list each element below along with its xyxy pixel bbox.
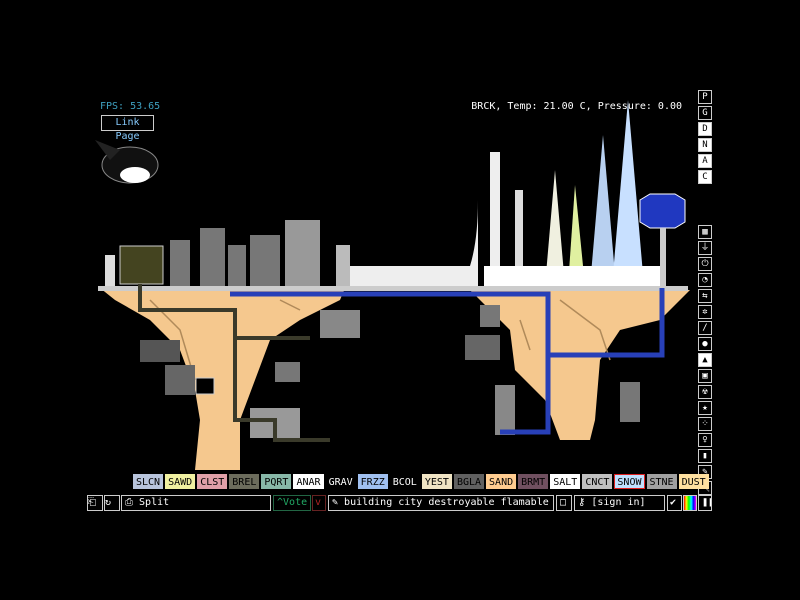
render-mode-c[interactable]: C <box>698 170 712 184</box>
element-sand[interactable]: SAND <box>486 474 517 489</box>
category-powders-button[interactable]: ▲ <box>698 353 712 367</box>
category-tools-button[interactable]: ♀ <box>698 433 712 447</box>
render-mode-p[interactable]: P <box>698 90 712 104</box>
element-grav[interactable]: GRAV <box>325 474 356 489</box>
pipes <box>138 284 665 442</box>
powders-icon: ▲ <box>702 355 708 365</box>
category-electronics-button[interactable]: ⏚ <box>698 241 712 255</box>
element-clst[interactable]: CLST <box>197 474 228 489</box>
reload-button[interactable]: ↻ <box>104 495 120 511</box>
save-name-button[interactable]: ⎙ Split <box>121 495 271 511</box>
category-gases-button[interactable]: ▣ <box>698 369 712 383</box>
element-salt[interactable]: SALT <box>550 474 581 489</box>
sensors-icon: ◔ <box>702 275 708 285</box>
category-liquids-button[interactable]: ● <box>698 337 712 351</box>
element-brmt[interactable]: BRMT <box>518 474 549 489</box>
sign-in-button[interactable]: ⚷ [sign in] <box>574 495 665 511</box>
pause-button[interactable]: ❚❚ <box>698 495 712 511</box>
gases-icon: ▣ <box>702 371 708 381</box>
category-sensors-button[interactable]: ◔ <box>698 273 712 287</box>
element-frzz[interactable]: FRZZ <box>357 474 388 489</box>
element-pqrt[interactable]: PQRT <box>261 474 292 489</box>
category-radioactive-button[interactable]: ☢ <box>698 385 712 399</box>
category-walls-button[interactable]: ▦ <box>698 225 712 239</box>
new-file-icon: □ <box>560 497 567 508</box>
key-icon: ⚷ <box>578 497 592 508</box>
electronics-icon: ⏚ <box>700 243 710 253</box>
folder-icon: ⎗ <box>88 497 96 508</box>
tag-icon: ✎ <box>332 497 345 508</box>
liquids-icon: ● <box>702 339 708 349</box>
element-brel[interactable]: BREL <box>229 474 260 489</box>
radioactive-icon: ☢ <box>702 387 708 397</box>
element-bgla[interactable]: BGLA <box>453 474 485 489</box>
category-solids-button[interactable]: / <box>698 321 712 335</box>
category-special-button[interactable]: ★ <box>698 401 712 415</box>
link-page-button[interactable]: Link Page <box>101 115 154 142</box>
power-icon: ⏻ <box>701 259 709 269</box>
hover-info: BRCK, Temp: 21.00 C, Pressure: 0.00 <box>471 101 682 112</box>
element-yest[interactable]: YEST <box>421 474 452 489</box>
render-mode-n[interactable]: N <box>698 138 712 152</box>
render-options-button[interactable] <box>683 495 697 511</box>
reload-icon: ↻ <box>105 497 112 508</box>
tags-button[interactable]: ✎ building city destroyable flamable pip… <box>328 495 554 511</box>
solids-icon: / <box>702 323 708 333</box>
render-mode-d[interactable]: D <box>698 122 712 136</box>
element-cnct[interactable]: CNCT <box>582 474 613 489</box>
vote-up-button[interactable]: ^Vote <box>273 495 311 511</box>
element-bcol[interactable]: BCOL <box>389 474 420 489</box>
element-stne[interactable]: STNE <box>646 474 677 489</box>
terrain <box>100 288 690 470</box>
element-dust[interactable]: DUST <box>678 474 709 489</box>
open-save-button[interactable]: ⎗ <box>87 495 103 511</box>
water-tank-right <box>639 193 686 229</box>
thumb-down-icon: v <box>315 497 322 508</box>
favorites-icon: ▮ <box>702 451 708 461</box>
render-mode-a[interactable]: A <box>698 154 712 168</box>
element-bar: SLCN SAWD CLST BREL PQRT ANAR GRAV FRZZ BCOL YEST… <box>133 474 709 489</box>
water-tank-left <box>119 245 164 285</box>
explosives-icon: ✲ <box>702 307 708 317</box>
category-favorites-button[interactable]: ▮ <box>698 449 712 463</box>
new-simulation-button[interactable]: □ <box>556 495 572 511</box>
category-explosives-button[interactable]: ✲ <box>698 305 712 319</box>
decoration-icon: ✎ <box>702 467 708 477</box>
element-anar[interactable]: ANAR <box>293 474 324 489</box>
bridge-deck <box>98 286 688 291</box>
thumb-up-icon: ^ <box>277 497 284 508</box>
special-icon: ★ <box>702 403 708 413</box>
vote-down-button[interactable]: v <box>312 495 326 511</box>
category-power-button[interactable]: ⏻ <box>698 257 712 271</box>
fps-counter: FPS: 53.65 <box>100 101 161 112</box>
element-sawd[interactable]: SAWD <box>165 474 196 489</box>
tools-icon: ♀ <box>702 435 708 445</box>
settings-button[interactable]: ✔ <box>667 495 682 511</box>
city-buildings <box>105 220 640 438</box>
element-snow[interactable]: SNOW <box>614 474 645 489</box>
save-icon: ⎙ <box>125 497 140 508</box>
render-mode-g[interactable]: G <box>698 106 712 120</box>
towers <box>350 100 660 286</box>
element-slcn[interactable]: SLCN <box>133 474 164 489</box>
orca-logo <box>95 140 159 184</box>
force-icon: ⇆ <box>702 291 708 301</box>
pause-icon: ❚❚ <box>702 497 711 508</box>
category-force-button[interactable]: ⇆ <box>698 289 712 303</box>
checkmark-icon: ✔ <box>670 497 677 508</box>
category-life-button[interactable]: ⁘ <box>698 417 712 431</box>
walls-icon: ▦ <box>702 227 708 237</box>
life-icon: ⁘ <box>701 419 709 429</box>
